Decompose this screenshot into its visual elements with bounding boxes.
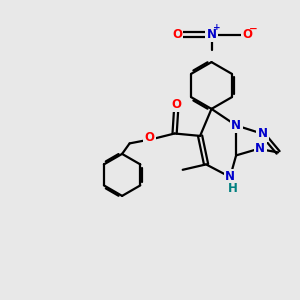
Text: −: −	[248, 23, 257, 34]
Text: +: +	[213, 23, 221, 32]
Text: O: O	[171, 98, 181, 111]
Text: H: H	[228, 182, 237, 195]
Text: N: N	[257, 127, 268, 140]
Text: O: O	[242, 28, 253, 41]
Text: N: N	[225, 170, 235, 184]
Text: O: O	[172, 28, 182, 41]
Text: O: O	[144, 131, 154, 144]
Text: N: N	[255, 142, 265, 155]
Text: N: N	[231, 119, 241, 132]
Text: N: N	[206, 28, 217, 41]
